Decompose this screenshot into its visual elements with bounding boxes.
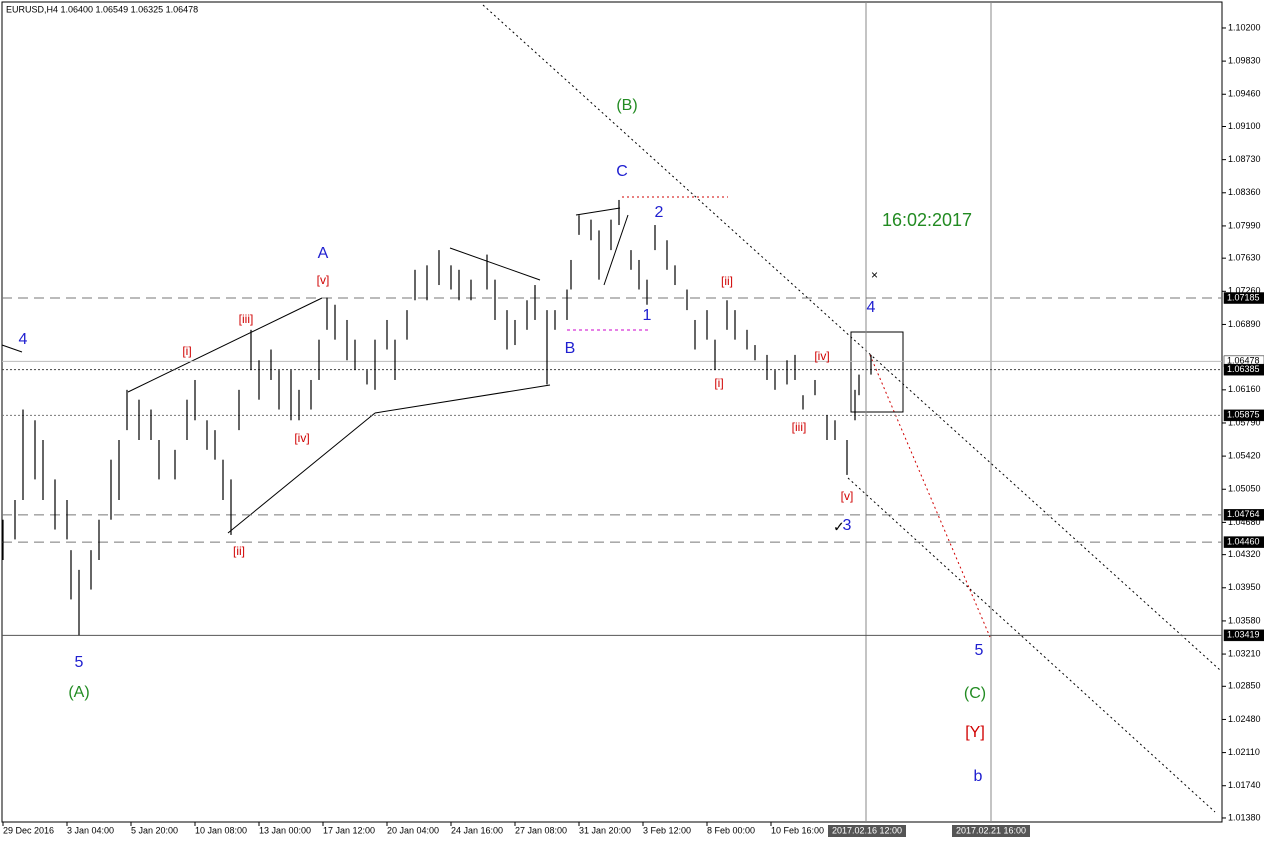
- wave-label: (A): [68, 684, 89, 701]
- y-tick-label: 1.02110: [1228, 747, 1260, 757]
- y-tick-label: 1.07630: [1228, 253, 1261, 263]
- time-marker-label: 2017.02.16 12:00: [832, 825, 902, 835]
- drawings: ✓ ×: [1, 2, 1221, 822]
- y-tick-label: 1.01740: [1228, 780, 1261, 790]
- x-tick-label: 17 Jan 12:00: [323, 825, 375, 835]
- y-tick-label: 1.09460: [1228, 89, 1261, 99]
- x-tick-label: 31 Jan 20:00: [579, 825, 631, 835]
- y-tick-label: 1.09100: [1228, 121, 1261, 131]
- plot-frame: [1, 1, 1223, 823]
- wave-label: [v]: [317, 273, 330, 287]
- y-tick-label: 1.07260: [1228, 286, 1261, 296]
- price-level-label: 1.03419: [1227, 630, 1260, 640]
- wave-label: [Y]: [965, 724, 985, 741]
- wave-label: b: [974, 768, 983, 785]
- x-tick-label: 10 Jan 08:00: [195, 825, 247, 835]
- price-level-box: [1223, 409, 1264, 422]
- price-level-label: 1.06478: [1227, 356, 1260, 366]
- y-tick-label: 1.05420: [1228, 450, 1261, 460]
- x-tick-label: 13 Jan 00:00: [259, 825, 311, 835]
- y-tick-label: 1.04320: [1228, 549, 1261, 559]
- box: [850, 331, 904, 413]
- price-level-box: [1223, 509, 1264, 521]
- wave-label: 5: [975, 642, 984, 659]
- x-tick-label: 27 Jan 08:00: [515, 825, 567, 835]
- y-tick-label: 1.02480: [1228, 714, 1261, 724]
- x-tick-label: 10 Feb 16:00: [771, 825, 824, 835]
- wave-label: 5: [75, 654, 84, 671]
- y-tick-label: 1.07990: [1228, 220, 1261, 230]
- wave-label: 4: [19, 331, 28, 348]
- x-tick-label: 20 Jan 04:00: [387, 825, 439, 835]
- price-level-box: [1223, 292, 1264, 304]
- y-tick-label: 1.09830: [1228, 55, 1261, 65]
- price-level-box: [1223, 629, 1264, 642]
- y-tick-label: 1.08360: [1228, 187, 1261, 197]
- price-level-label: 1.04764: [1227, 509, 1260, 519]
- price-level-label: 1.06385: [1227, 364, 1260, 374]
- wave-label: (B): [616, 97, 637, 114]
- wave-label: [ii]: [721, 274, 733, 288]
- wave-label: A: [318, 245, 329, 262]
- wave-label: [iii]: [239, 312, 254, 326]
- x-tick-label: 8 Feb 00:00: [707, 825, 755, 835]
- time-marker-box: [952, 825, 1030, 837]
- y-tick-label: 1.03210: [1228, 648, 1261, 658]
- x-tick-label: 3 Jan 04:00: [67, 825, 114, 835]
- symbol-caption: EURUSD,H4 1.06400 1.06549 1.06325 1.0647…: [6, 4, 198, 14]
- wave-label: [i]: [714, 376, 723, 390]
- wave-line: [227, 412, 376, 534]
- cross-mark: ×: [871, 268, 878, 282]
- price-level-box: [1223, 363, 1264, 376]
- price-level-label: 1.04460: [1227, 536, 1260, 546]
- wave-label: [v]: [841, 489, 854, 503]
- time-marker-box: [828, 825, 906, 837]
- price-level-label: 1.05875: [1227, 410, 1260, 420]
- wave-line: [1, 344, 23, 353]
- wave-label: B: [565, 340, 576, 357]
- y-tick-label: 1.01380: [1228, 812, 1261, 822]
- y-tick-label: 1.03950: [1228, 582, 1261, 592]
- y-tick-label: 1.06160: [1228, 384, 1261, 394]
- price-level-label: 1.07185: [1227, 292, 1260, 302]
- wave-label: 3: [843, 517, 852, 534]
- y-tick-label: 1.03580: [1228, 615, 1261, 625]
- wave-label: 16:02:2017: [882, 210, 972, 230]
- x-tick-label: 5 Jan 20:00: [131, 825, 178, 835]
- y-tick-label: 1.02850: [1228, 681, 1261, 691]
- wave-label: (C): [964, 685, 986, 702]
- wave-label: 2: [655, 204, 664, 221]
- wave-line: [127, 297, 323, 393]
- wave-label: [i]: [182, 344, 191, 358]
- y-tick-label: 1.06890: [1228, 319, 1261, 329]
- wave-label: C: [616, 163, 628, 180]
- y-tick-label: 1.04680: [1228, 517, 1261, 527]
- wave-line: [449, 247, 541, 281]
- x-tick-label: 3 Feb 12:00: [643, 825, 691, 835]
- wave-label: [iv]: [814, 349, 829, 363]
- x-tick-label: 29 Dec 2016: [3, 825, 54, 835]
- time-marker-label: 2017.02.21 16:00: [956, 825, 1026, 835]
- wave-line: [374, 384, 551, 414]
- check-mark: ✓: [833, 519, 845, 535]
- wave-label: [iv]: [294, 431, 309, 445]
- y-tick-label: 1.08730: [1228, 154, 1261, 164]
- wave-label: [ii]: [233, 544, 245, 558]
- wave-line: [575, 207, 621, 216]
- wave-label: 4: [867, 299, 876, 316]
- y-tick-label: 1.05790: [1228, 417, 1261, 427]
- y-tick-label: 1.10200: [1228, 22, 1261, 32]
- y-tick-label: 1.05050: [1228, 484, 1261, 494]
- projection-line: [869, 354, 991, 638]
- wave-line: [603, 214, 629, 286]
- wave-label: 1: [643, 307, 652, 324]
- price-level-box: [1223, 536, 1264, 548]
- wave-label: [iii]: [792, 420, 807, 434]
- x-tick-label: 24 Jan 16:00: [451, 825, 503, 835]
